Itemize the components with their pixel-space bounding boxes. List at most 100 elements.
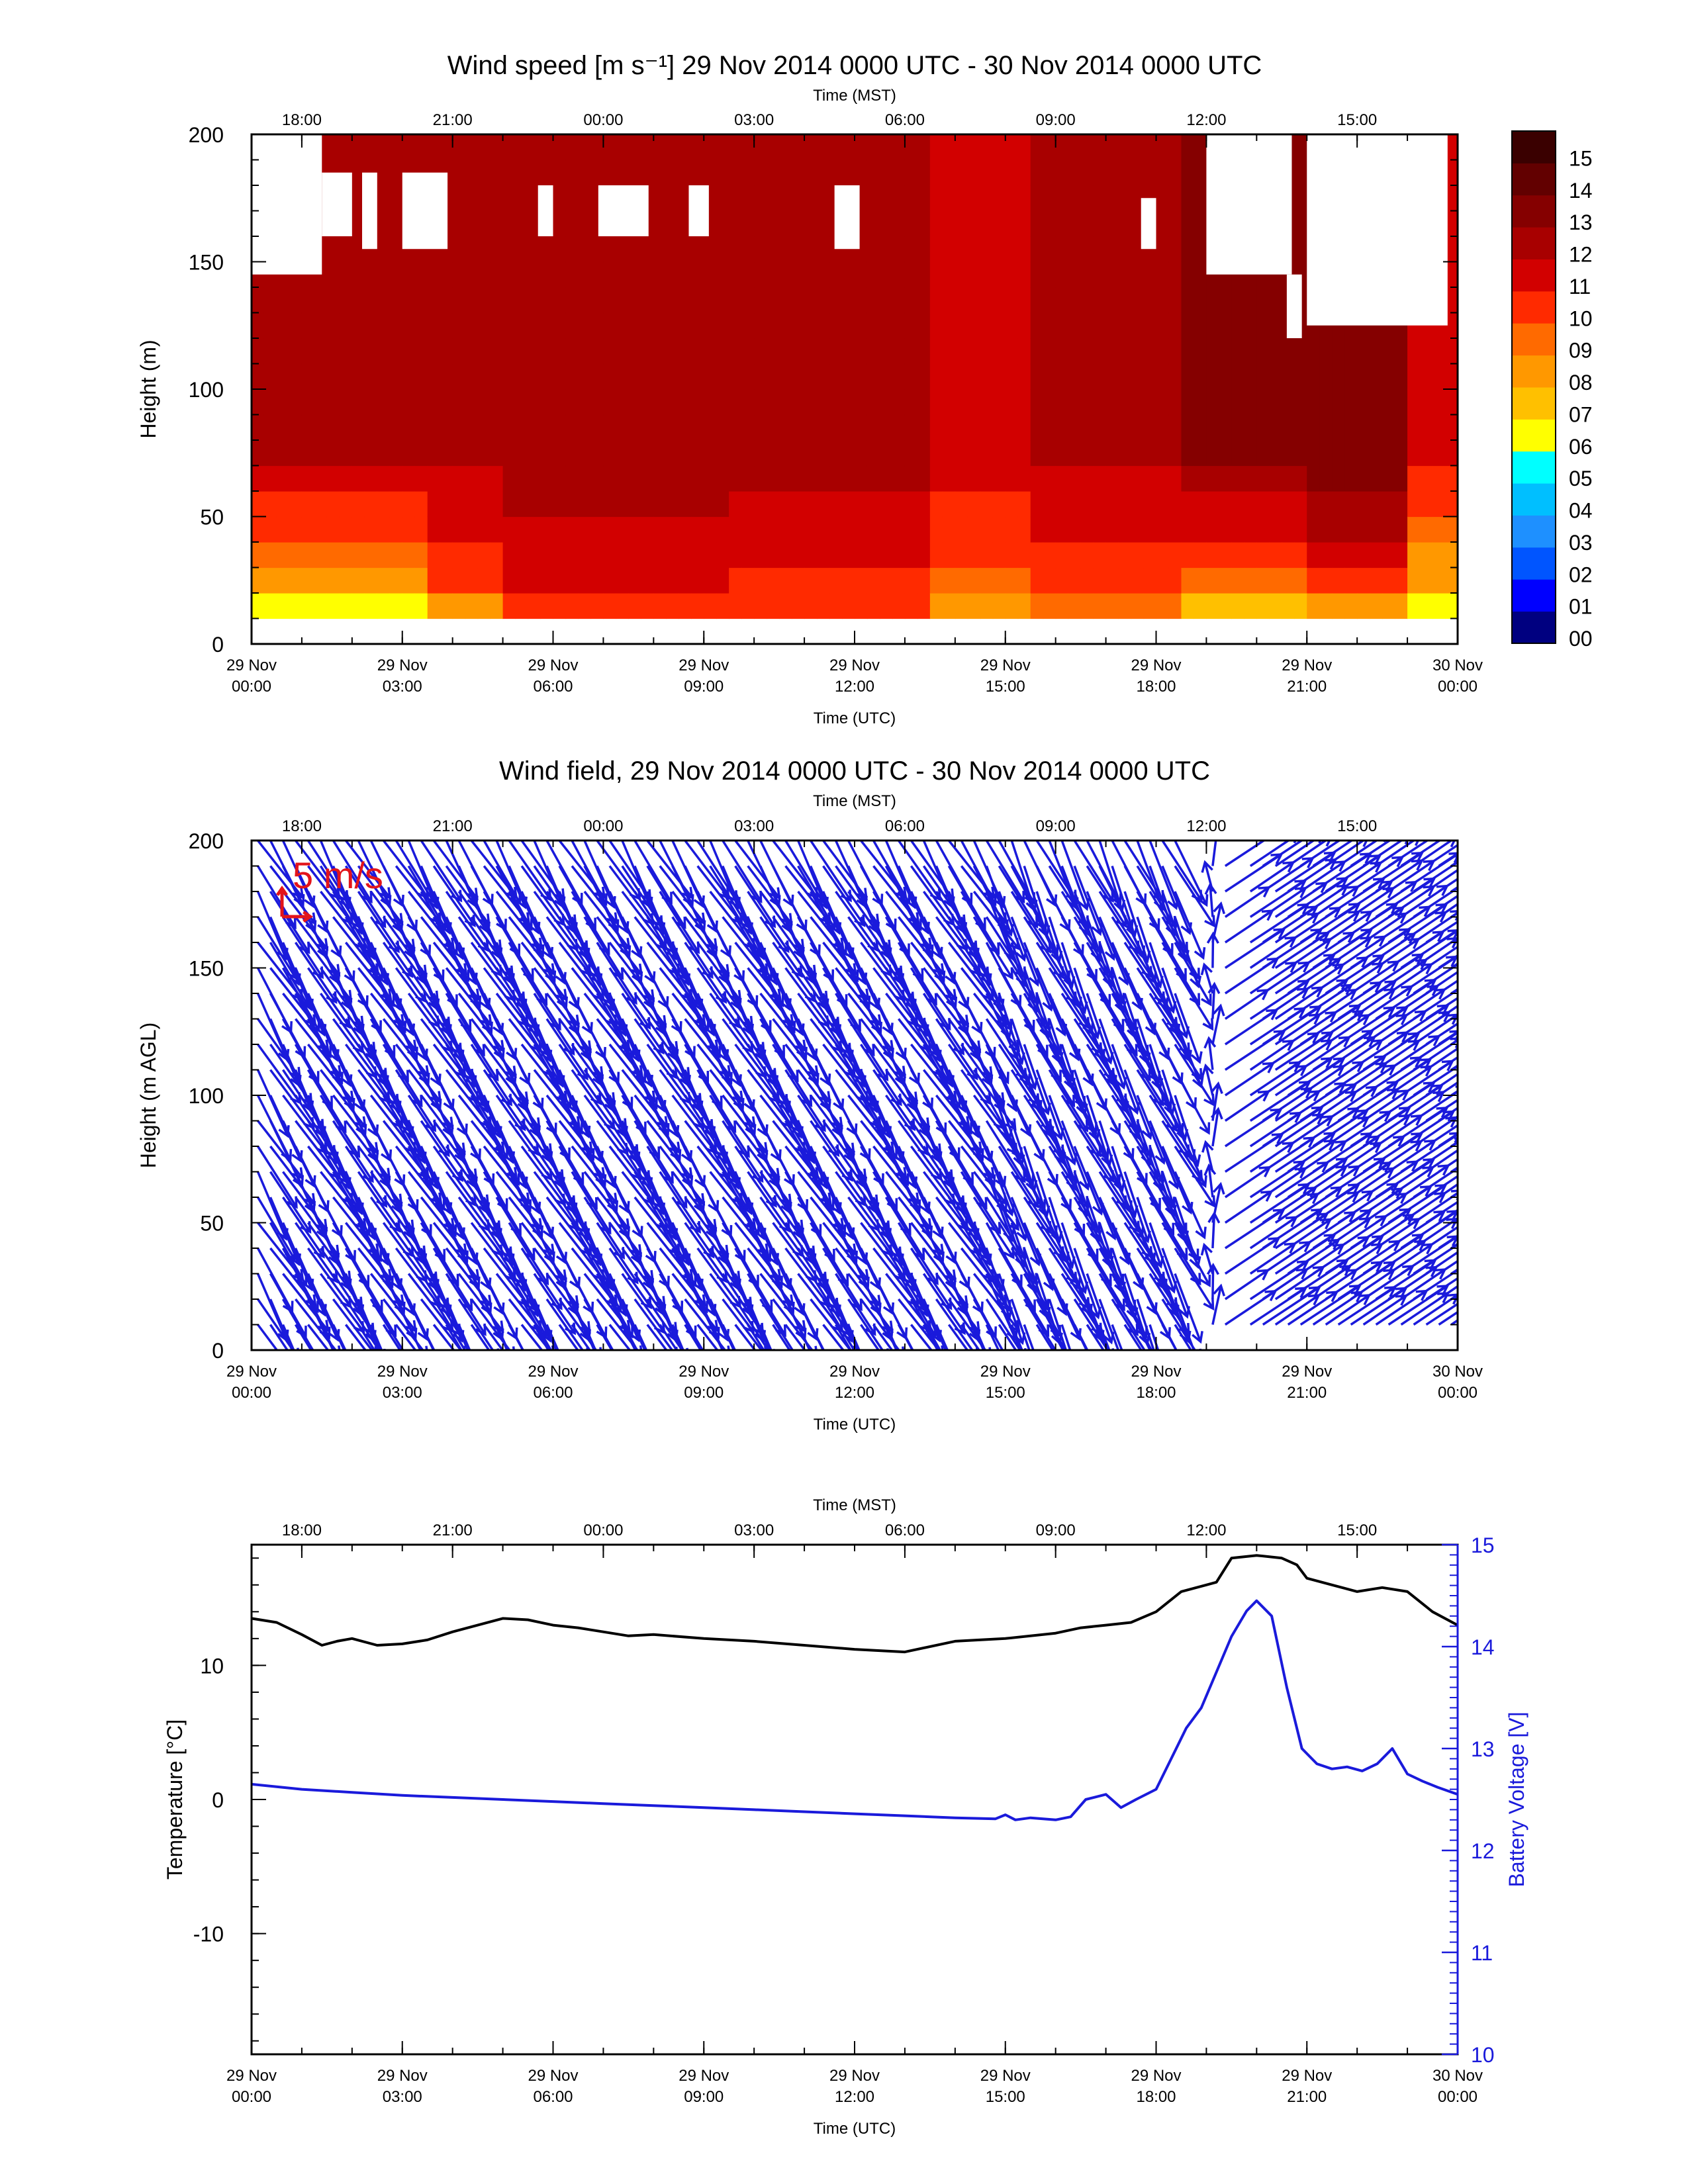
wind-speed-cell	[528, 414, 541, 441]
wind-vector	[834, 1298, 859, 1350]
wind-speed-cell	[1143, 593, 1157, 619]
wind-vector	[1174, 942, 1212, 1007]
wind-speed-cell	[1231, 414, 1244, 441]
wind-speed-cell	[942, 440, 956, 467]
wind-vector	[1425, 1251, 1458, 1275]
wind-vector	[319, 1324, 335, 1350]
wind-speed-cell	[452, 389, 466, 416]
wind-vector	[671, 1324, 684, 1350]
x-top-tick-label: 15:00	[1337, 1522, 1377, 1539]
wind-vector	[571, 1298, 596, 1350]
wind-speed-cell	[641, 236, 654, 263]
wind-speed-cell	[817, 567, 830, 594]
wind-speed-cell	[1332, 491, 1345, 518]
wind-speed-cell	[402, 261, 416, 288]
wind-speed-cell	[1043, 465, 1056, 492]
temperature-plot-frame	[250, 1543, 1459, 2056]
wind-speed-cell	[1344, 363, 1358, 390]
y-tick-label: 0	[212, 1339, 224, 1363]
wind-speed-cell	[741, 338, 755, 365]
wind-speed-cell	[1030, 440, 1044, 467]
wind-vector	[960, 891, 1000, 956]
wind-speed-cell	[1043, 414, 1056, 441]
wind-speed-cell	[1168, 363, 1182, 390]
wind-speed-cell	[1420, 440, 1433, 467]
wind-speed-cell	[792, 261, 805, 288]
wind-speed-cell	[465, 491, 479, 518]
wind-speed-cell	[1118, 261, 1132, 288]
wind-speed-cell	[729, 134, 742, 161]
wind-speed-cell	[942, 363, 956, 390]
wind-speed-cell	[1432, 491, 1446, 518]
wind-speed-cell	[565, 210, 579, 237]
wind-vector	[1023, 1324, 1035, 1350]
wind-speed-cell	[477, 159, 491, 186]
wind-vector	[1438, 954, 1458, 969]
wind-speed-cell	[1017, 338, 1031, 365]
wind-speed-cell	[477, 542, 491, 569]
wind-vector	[972, 1298, 1004, 1350]
wind-speed-cell	[1407, 465, 1421, 492]
wind-speed-cell	[716, 491, 729, 518]
x-tick-label-date: 29 Nov	[980, 1363, 1031, 1381]
wind-speed-cell	[842, 363, 855, 390]
wind-speed-cell	[1282, 567, 1295, 594]
wind-speed-cell	[855, 542, 868, 569]
wind-speed-cell	[992, 491, 1006, 518]
wind-speed-cell	[1105, 185, 1119, 212]
wind-speed-cell	[929, 261, 943, 288]
wind-speed-cell	[1181, 440, 1195, 467]
wind-speed-cell	[967, 516, 981, 543]
wind-speed-cell	[276, 567, 290, 594]
wind-speed-cell	[490, 567, 504, 594]
wind-speed-cell	[502, 159, 516, 186]
wind-speed-cell	[628, 389, 641, 416]
wind-speed-cell	[452, 210, 466, 237]
wind-speed-cell	[502, 567, 516, 594]
colorbar-swatch	[1512, 387, 1556, 420]
wind-speed-cell	[1282, 440, 1295, 467]
voltage-tick-label: 14	[1471, 1635, 1495, 1659]
wind-speed-cell	[904, 134, 918, 161]
wind-speed-cell	[653, 516, 667, 543]
wind-speed-cell	[1194, 465, 1207, 492]
colorbar-label: 10	[1569, 306, 1593, 330]
wind-speed-cell	[1194, 567, 1207, 594]
wind-speed-cell	[1282, 516, 1295, 543]
wind-speed-cell	[1282, 363, 1295, 390]
wind-speed-cell	[829, 440, 843, 467]
x-tick-label-date: 29 Nov	[1131, 1363, 1181, 1381]
wind-speed-cell	[263, 338, 277, 365]
wind-speed-cell	[1118, 440, 1132, 467]
wind-vector	[1438, 1208, 1458, 1224]
wind-speed-cell	[829, 389, 843, 416]
wind-speed-cell	[252, 312, 265, 339]
wind-speed-cell	[565, 363, 579, 390]
wind-speed-cell	[1231, 287, 1244, 314]
wind-speed-cell	[1093, 134, 1107, 161]
wind-speed-cell	[565, 491, 579, 518]
wind-speed-cell	[1131, 261, 1145, 288]
wind-speed-cell	[666, 338, 679, 365]
wind-speed-cell	[653, 465, 667, 492]
wind-speed-cell	[641, 593, 654, 619]
wind-speed-cell	[1080, 363, 1094, 390]
x-tick-label-time: 21:00	[1287, 678, 1327, 696]
wind-speed-cell	[414, 287, 428, 314]
wind-speed-cell	[1156, 567, 1170, 594]
wind-speed-cell	[1344, 440, 1358, 467]
wind-speed-cell	[440, 567, 453, 594]
temperature-voltage-lines	[252, 1554, 1458, 1821]
wind-speed-cell	[1005, 159, 1019, 186]
wind-speed-cell	[440, 338, 453, 365]
wind-speed-cell	[339, 389, 353, 416]
wind-vector	[659, 1324, 679, 1350]
wind-speed-cell	[414, 312, 428, 339]
wind-speed-cell	[892, 414, 906, 441]
wind-speed-cell	[1382, 567, 1395, 594]
wind-speed-cell	[879, 593, 893, 619]
wind-speed-cell	[628, 134, 641, 161]
x-tick-label-time: 09:00	[684, 2088, 724, 2106]
wind-speed-cell	[992, 516, 1006, 543]
